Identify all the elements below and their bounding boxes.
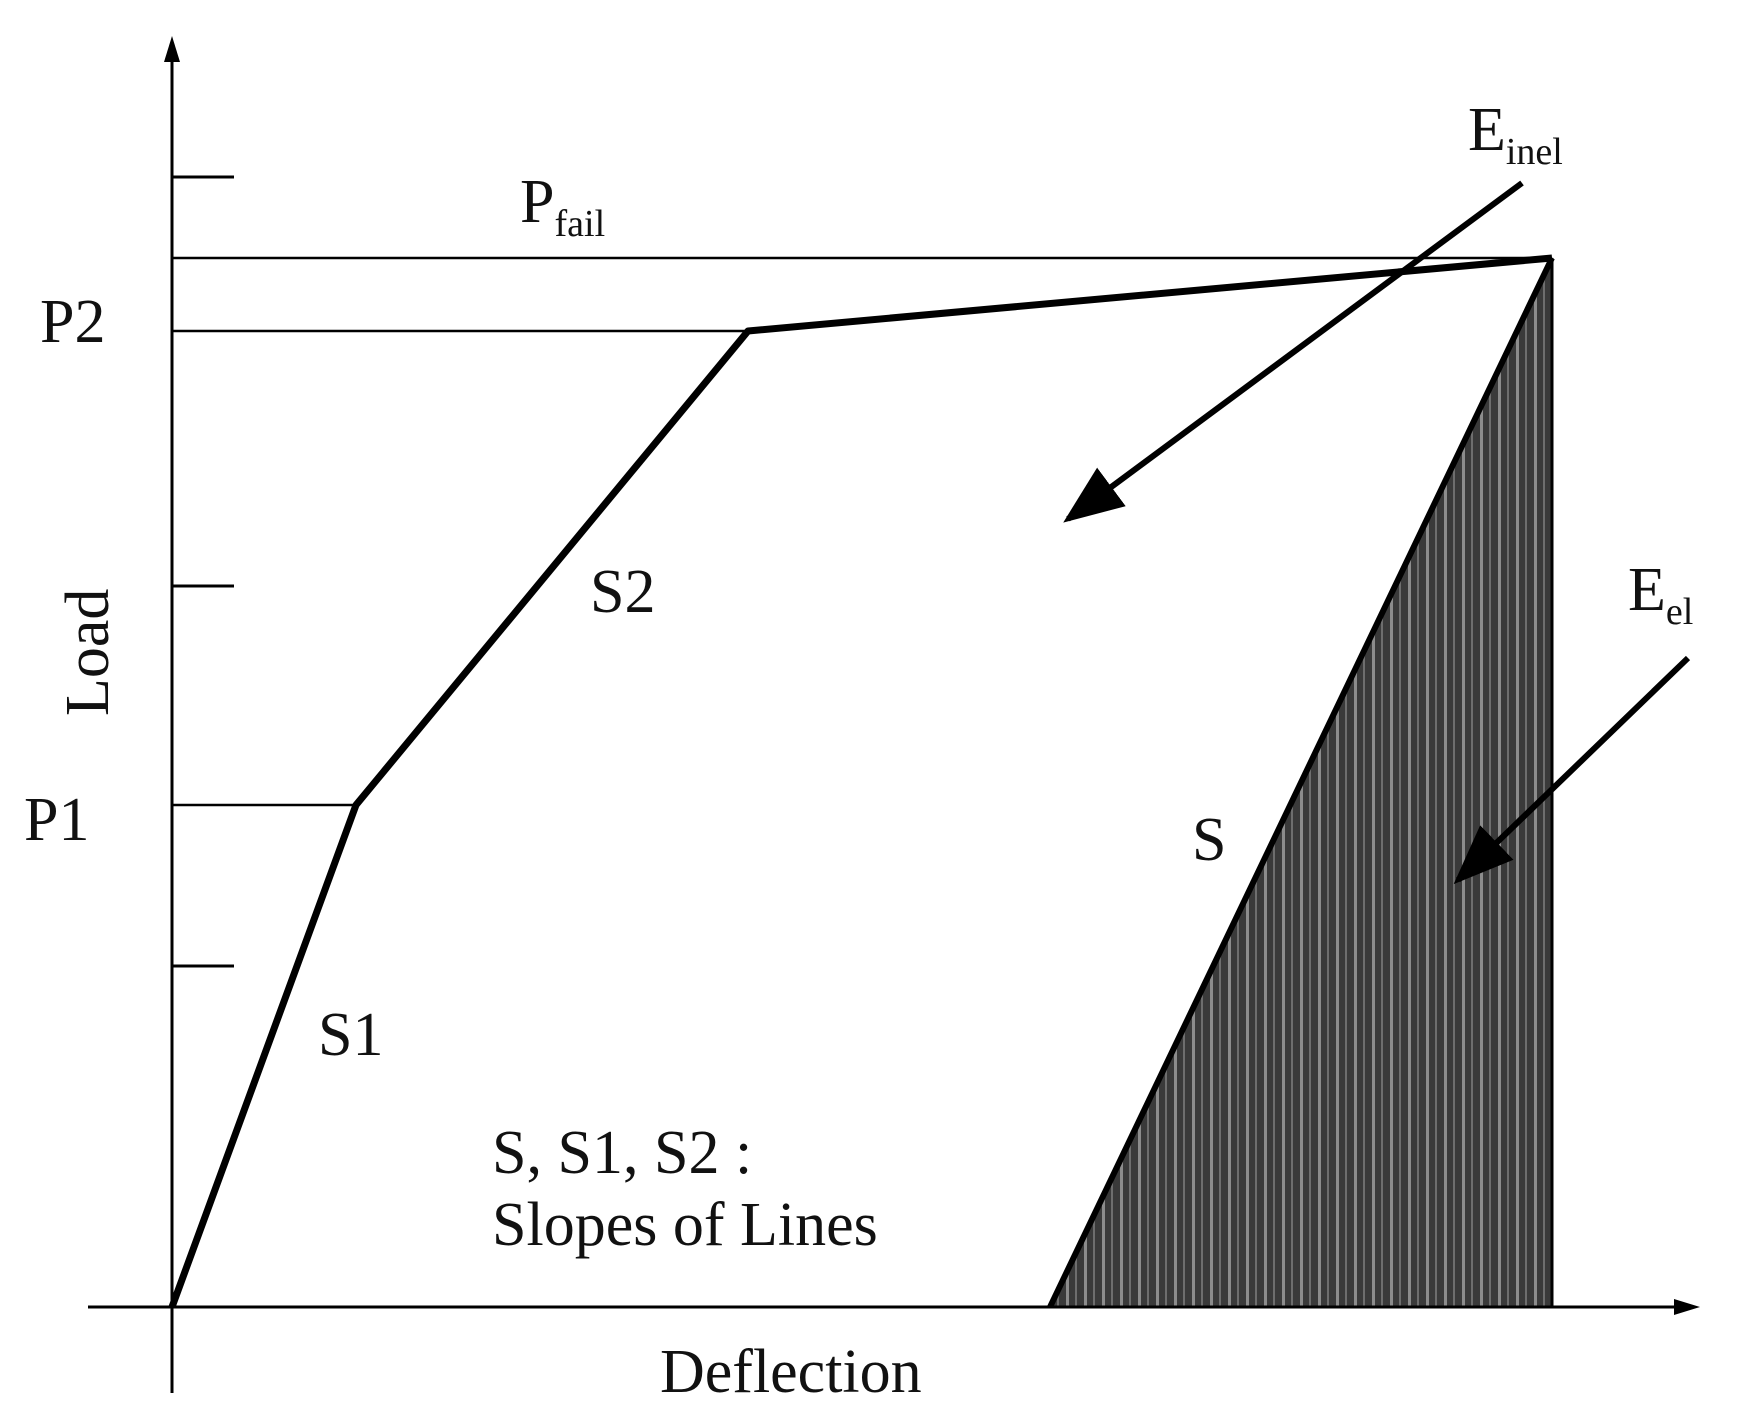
note-line-2: Slopes of Lines [492, 1191, 878, 1259]
p1-label: P1 [24, 786, 89, 854]
inelastic-energy-label-sub: inel [1506, 131, 1563, 173]
pfail-label-main: P [520, 168, 554, 236]
inelastic-energy-arrow [1063, 180, 1524, 523]
slope-s-label: S [1192, 806, 1226, 874]
x-axis-label: Deflection [660, 1338, 922, 1406]
load-deflection-curve [168, 254, 1553, 1309]
y-axis-arrowhead [164, 36, 180, 62]
y-axis-label: Load [54, 589, 122, 716]
slope-s1-label: S1 [318, 1001, 383, 1069]
unloading-line-s [1047, 256, 1555, 1309]
pfail-label: Pfail [520, 168, 605, 245]
pfail-label-sub: fail [554, 203, 605, 245]
elastic-energy-label-sub: el [1666, 591, 1693, 633]
slope-s2-label: S2 [590, 558, 655, 626]
elastic-energy-arrow [1453, 655, 1691, 885]
elastic-energy-label-main: E [1628, 556, 1666, 624]
note-line-1: S, S1, S2 : [492, 1119, 752, 1187]
elastic-energy-label: Eel [1628, 556, 1693, 633]
x-axis-arrowhead [1674, 1299, 1700, 1315]
inelastic-energy-label: Einel [1468, 96, 1563, 173]
p2-label: P2 [40, 288, 105, 356]
inelastic-energy-label-main: E [1468, 96, 1506, 164]
